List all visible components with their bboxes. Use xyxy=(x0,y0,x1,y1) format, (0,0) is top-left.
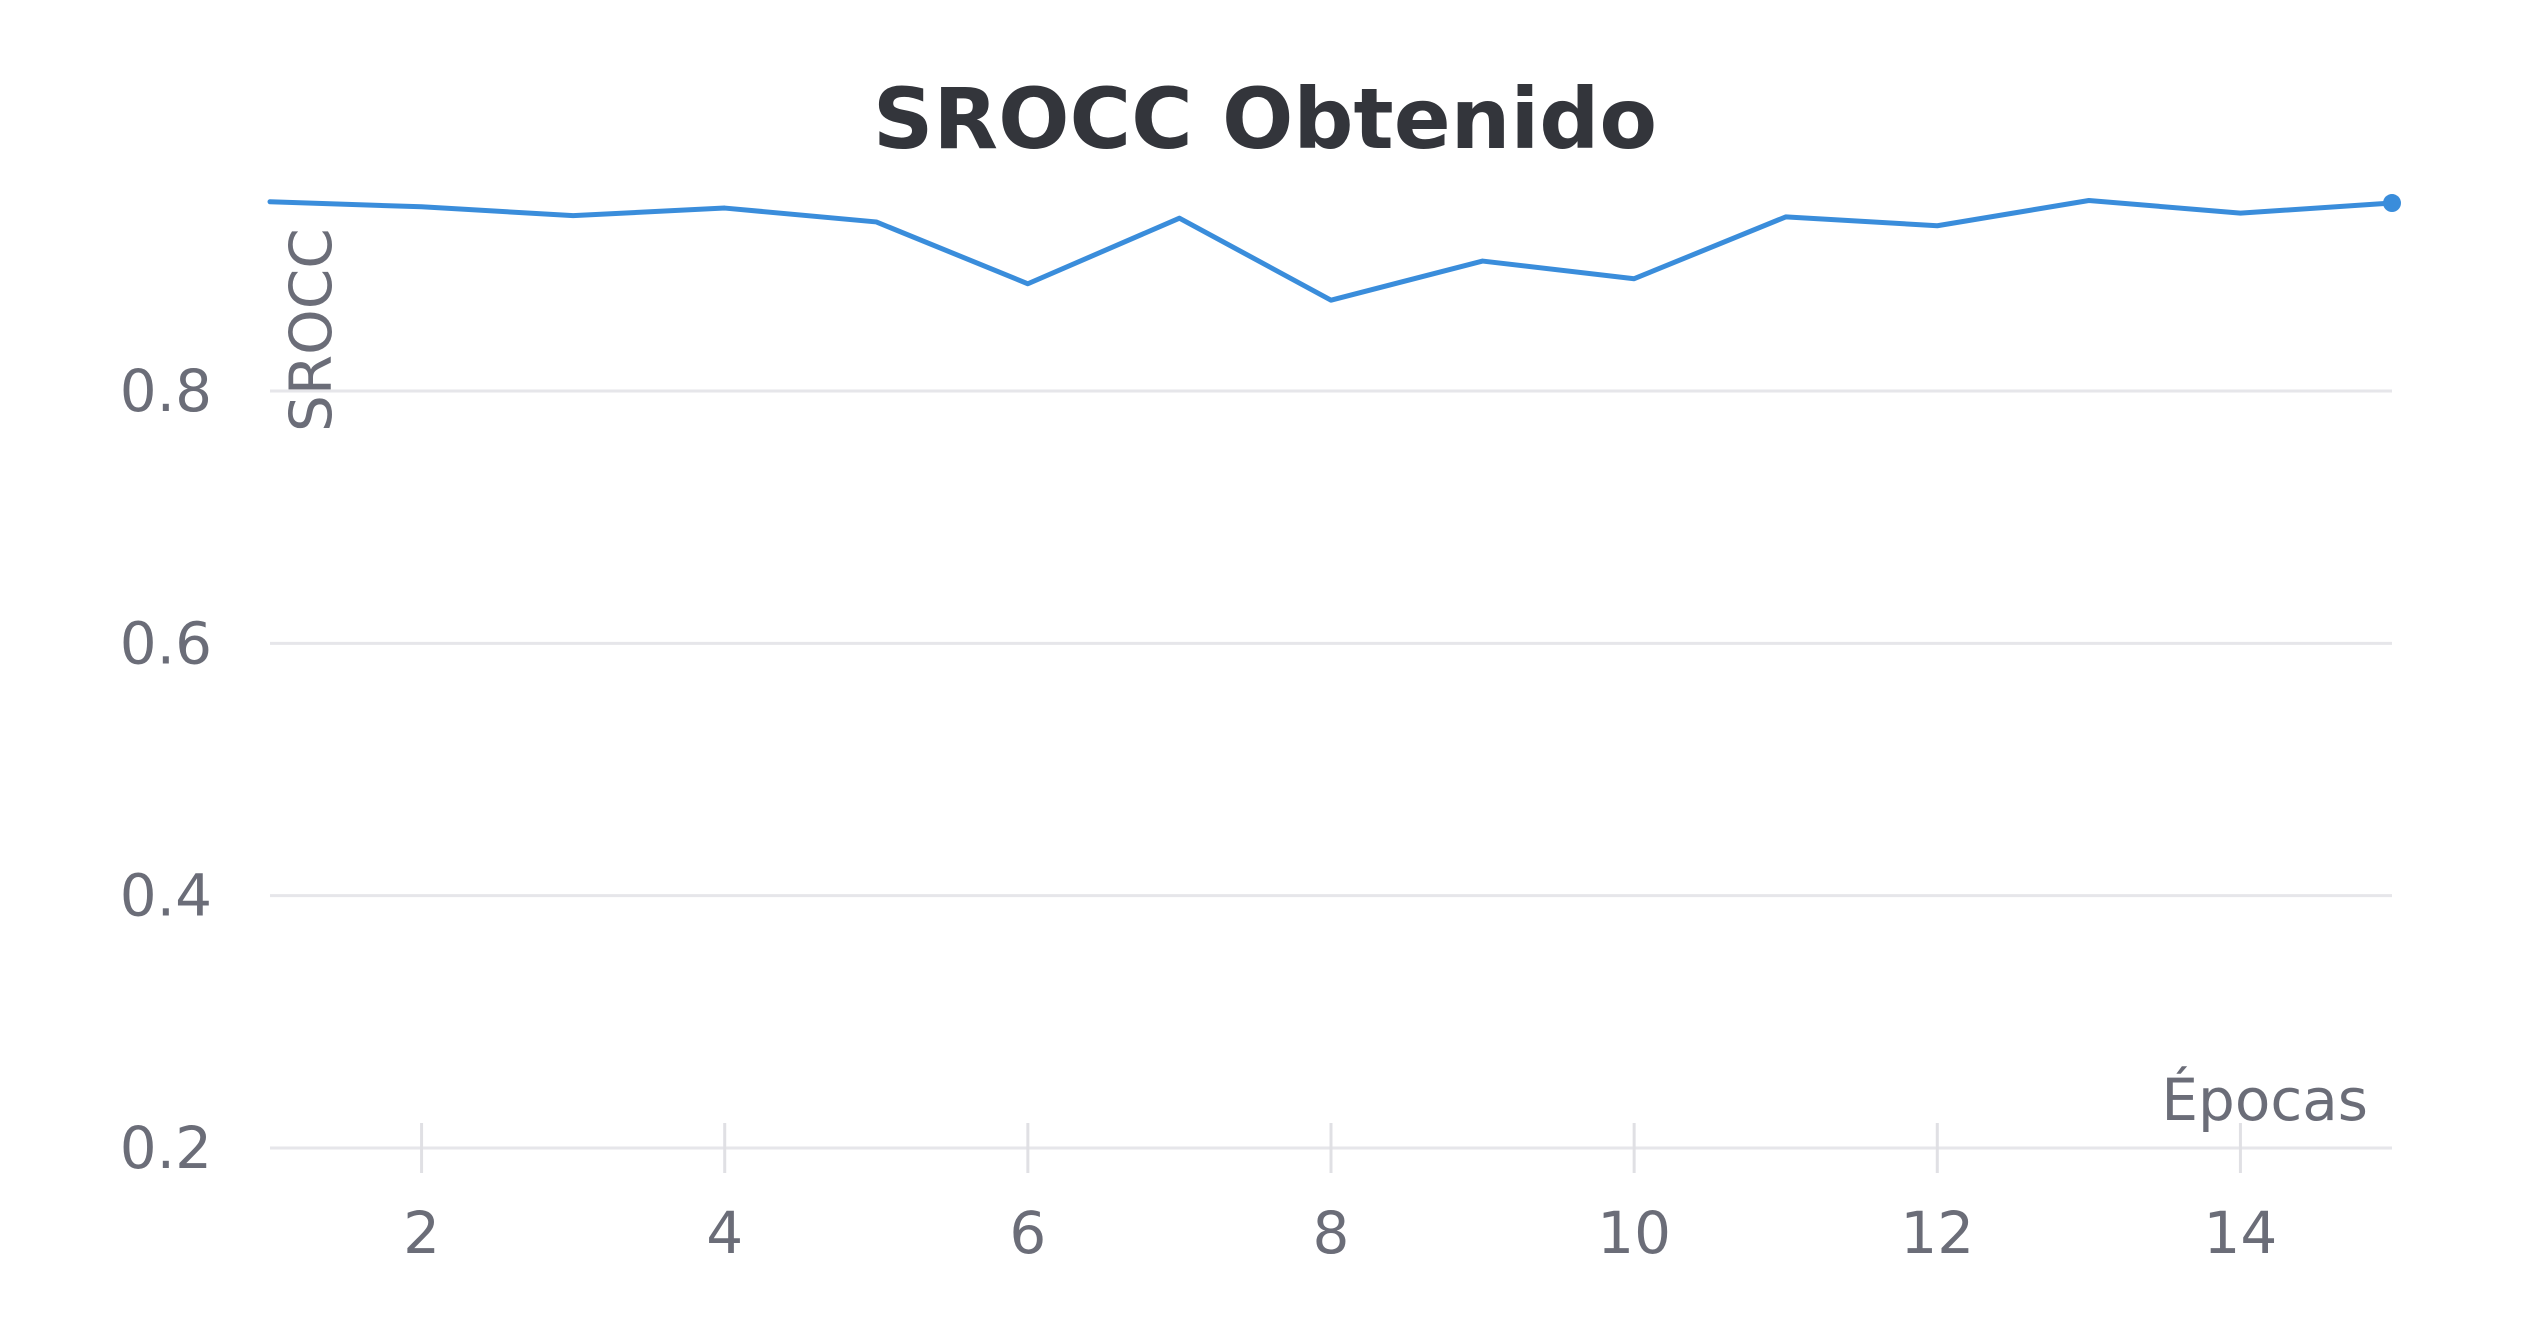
y-tick-label: 0.8 xyxy=(120,357,212,425)
x-tick-label: 6 xyxy=(1009,1199,1046,1267)
y-tick-label: 0.6 xyxy=(120,609,212,677)
x-tick-label: 2 xyxy=(403,1199,440,1267)
x-tick-label: 4 xyxy=(706,1199,743,1267)
x-tick-label: 10 xyxy=(1597,1199,1671,1267)
gridlines xyxy=(270,389,2392,1150)
y-tick-label: 0.2 xyxy=(120,1114,212,1182)
x-axis-label: Épocas xyxy=(2161,1065,2368,1134)
y-axis-label: SROCC xyxy=(277,228,345,432)
series-end-point xyxy=(2383,194,2401,213)
x-tick-label: 14 xyxy=(2204,1199,2278,1267)
series-layer xyxy=(267,194,2401,303)
x-tick-label: 12 xyxy=(1900,1199,1974,1267)
y-axis-ticks: 0.2 0.4 0.6 0.8 xyxy=(120,357,212,1182)
chart-title: SROCC Obtenido xyxy=(873,70,1657,168)
x-axis-ticks: 2 4 6 8 10 12 14 xyxy=(403,1123,2277,1267)
y-tick-label: 0.4 xyxy=(120,862,212,930)
x-tick-label: 8 xyxy=(1313,1199,1350,1267)
series-line xyxy=(267,197,2395,303)
